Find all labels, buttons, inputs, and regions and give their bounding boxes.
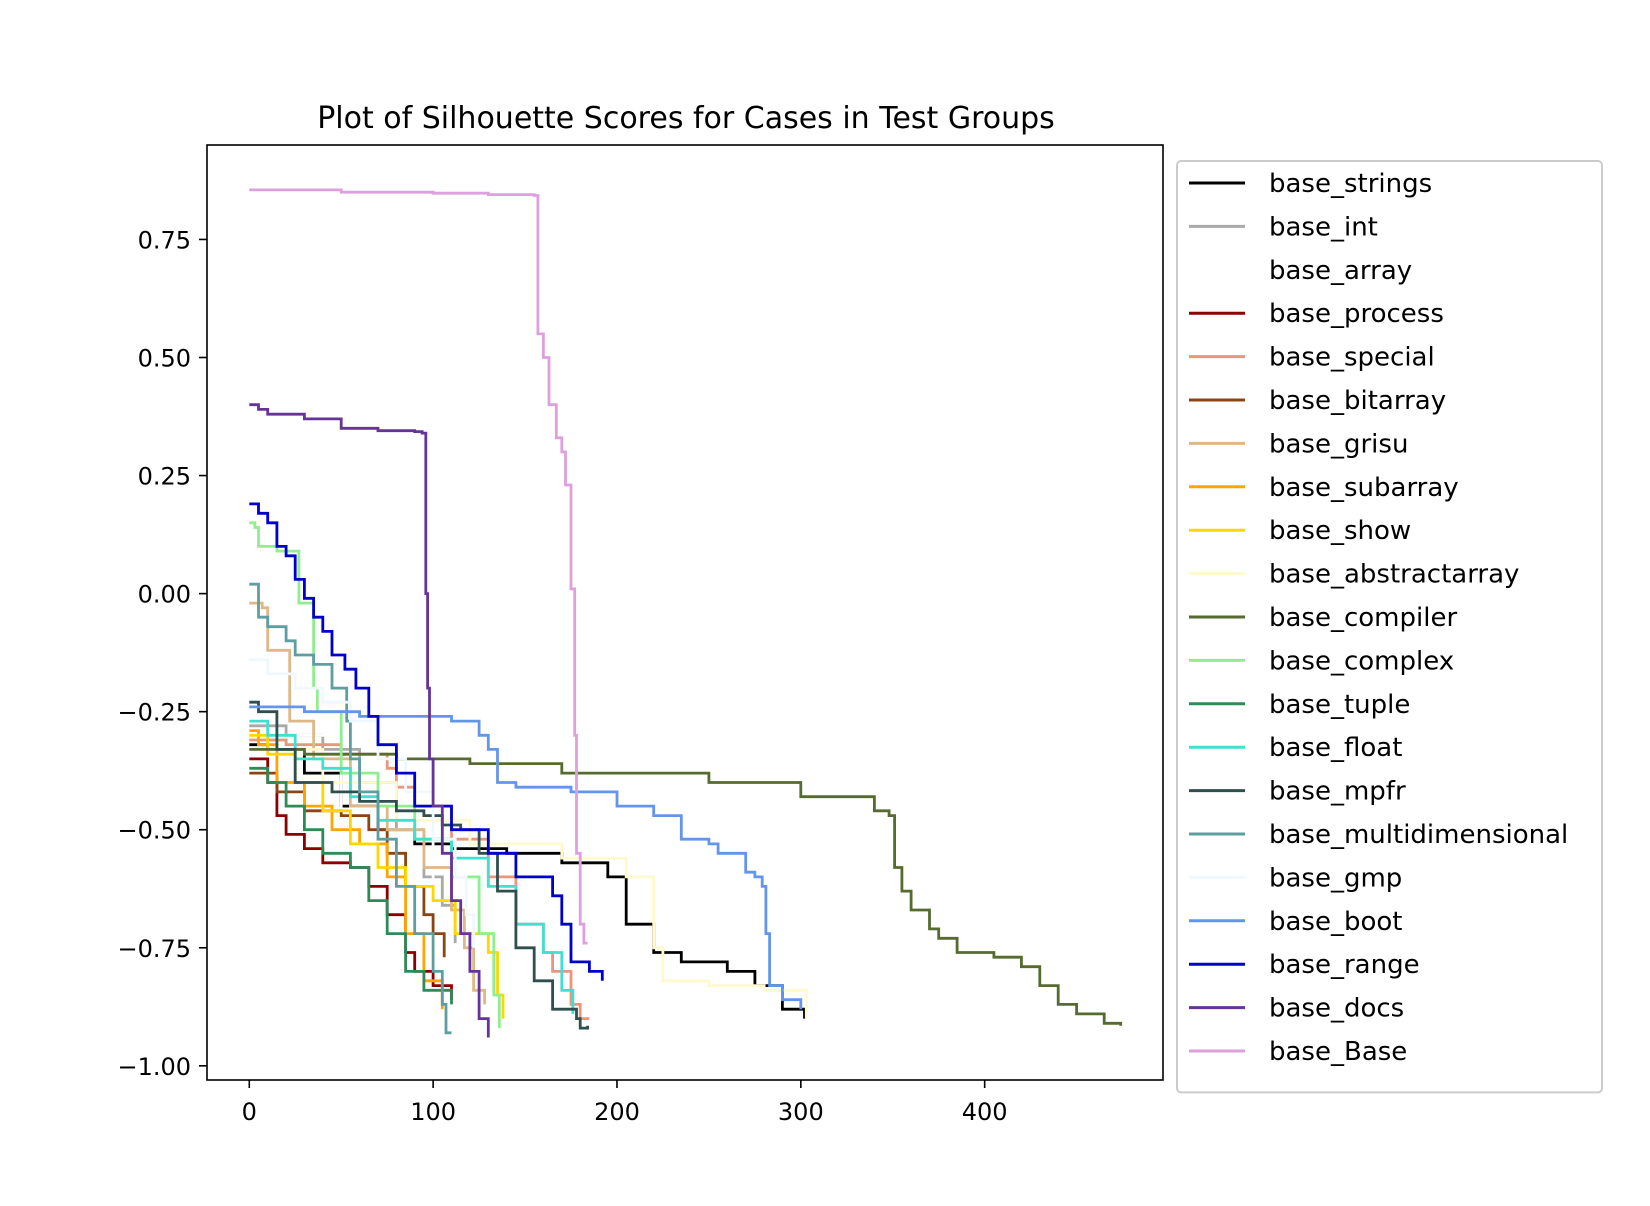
plot-area-frame [206,144,1164,1081]
legend-label: base_abstractarray [1269,560,1519,590]
series-lines [249,188,1123,1038]
x-tick-label: 400 [962,1098,1008,1126]
series-line-base_abstractarray [249,748,808,1019]
y-tick-label: 0.75 [138,226,191,254]
legend-label: base_mpfr [1269,777,1406,807]
legend-label: base_bitarray [1269,386,1446,416]
series-line-base_compiler [249,748,1123,1026]
x-tick-label: 0 [242,1098,257,1126]
series-line-base_range [249,502,604,981]
y-tick-label: 0.50 [138,345,191,373]
chart-title: Plot of Silhouette Scores for Cases in T… [317,101,1055,136]
series-line-base_gmp [249,658,475,948]
legend-label: base_float [1269,733,1402,763]
series-line-base_mpfr [249,700,589,1030]
y-axis-ticks: −1.00 −0.75 −0.50 −0.25 0.00 0.25 0.50 0.75 [117,226,207,1081]
legend-label: base_compiler [1269,603,1457,633]
legend-label: base_subarray [1269,473,1459,503]
legend-label: base_array [1269,256,1412,286]
y-tick-label: −0.50 [117,817,191,845]
series-line-base_complex [249,521,501,1029]
y-tick-label: −1.00 [117,1053,191,1081]
legend-label: base_complex [1269,646,1454,676]
legend-label: base_docs [1269,994,1404,1024]
legend-label: base_range [1269,950,1420,980]
y-tick-label: 0.25 [138,463,191,491]
legend: base_strings base_int base_array base_proce… [1176,160,1603,1094]
legend-label: base_process [1269,299,1444,329]
legend-label: base_boot [1269,907,1403,937]
y-tick-label: −0.75 [117,935,191,963]
legend-frame [1176,160,1603,1094]
legend-label: base_grisu [1269,429,1408,459]
legend-label: base_multidimensional [1269,820,1568,850]
series-line-base_multidimensional [249,582,452,1035]
series-line-base_boot [249,705,803,1010]
legend-label: base_special [1269,343,1435,373]
series-line-base_tuple [249,766,453,1005]
legend-label: base_Base [1269,1037,1407,1067]
legend-label: base_tuple [1269,690,1410,720]
y-tick-label: −0.25 [117,699,191,727]
series-line-base_grisu [249,601,486,1005]
legend-label: base_gmp [1269,863,1402,893]
y-tick-label: 0.00 [138,581,191,609]
x-tick-label: 200 [594,1098,640,1126]
series-line-base_Base [249,188,588,945]
legend-label: base_strings [1269,169,1432,199]
x-tick-label: 100 [410,1098,456,1126]
legend-label: base_int [1269,212,1378,242]
x-tick-label: 300 [778,1098,824,1126]
series-line-base_docs [249,403,490,1038]
legend-label: base_show [1269,516,1411,546]
x-axis-ticks: 0 100 200 300 400 [242,1080,1008,1126]
